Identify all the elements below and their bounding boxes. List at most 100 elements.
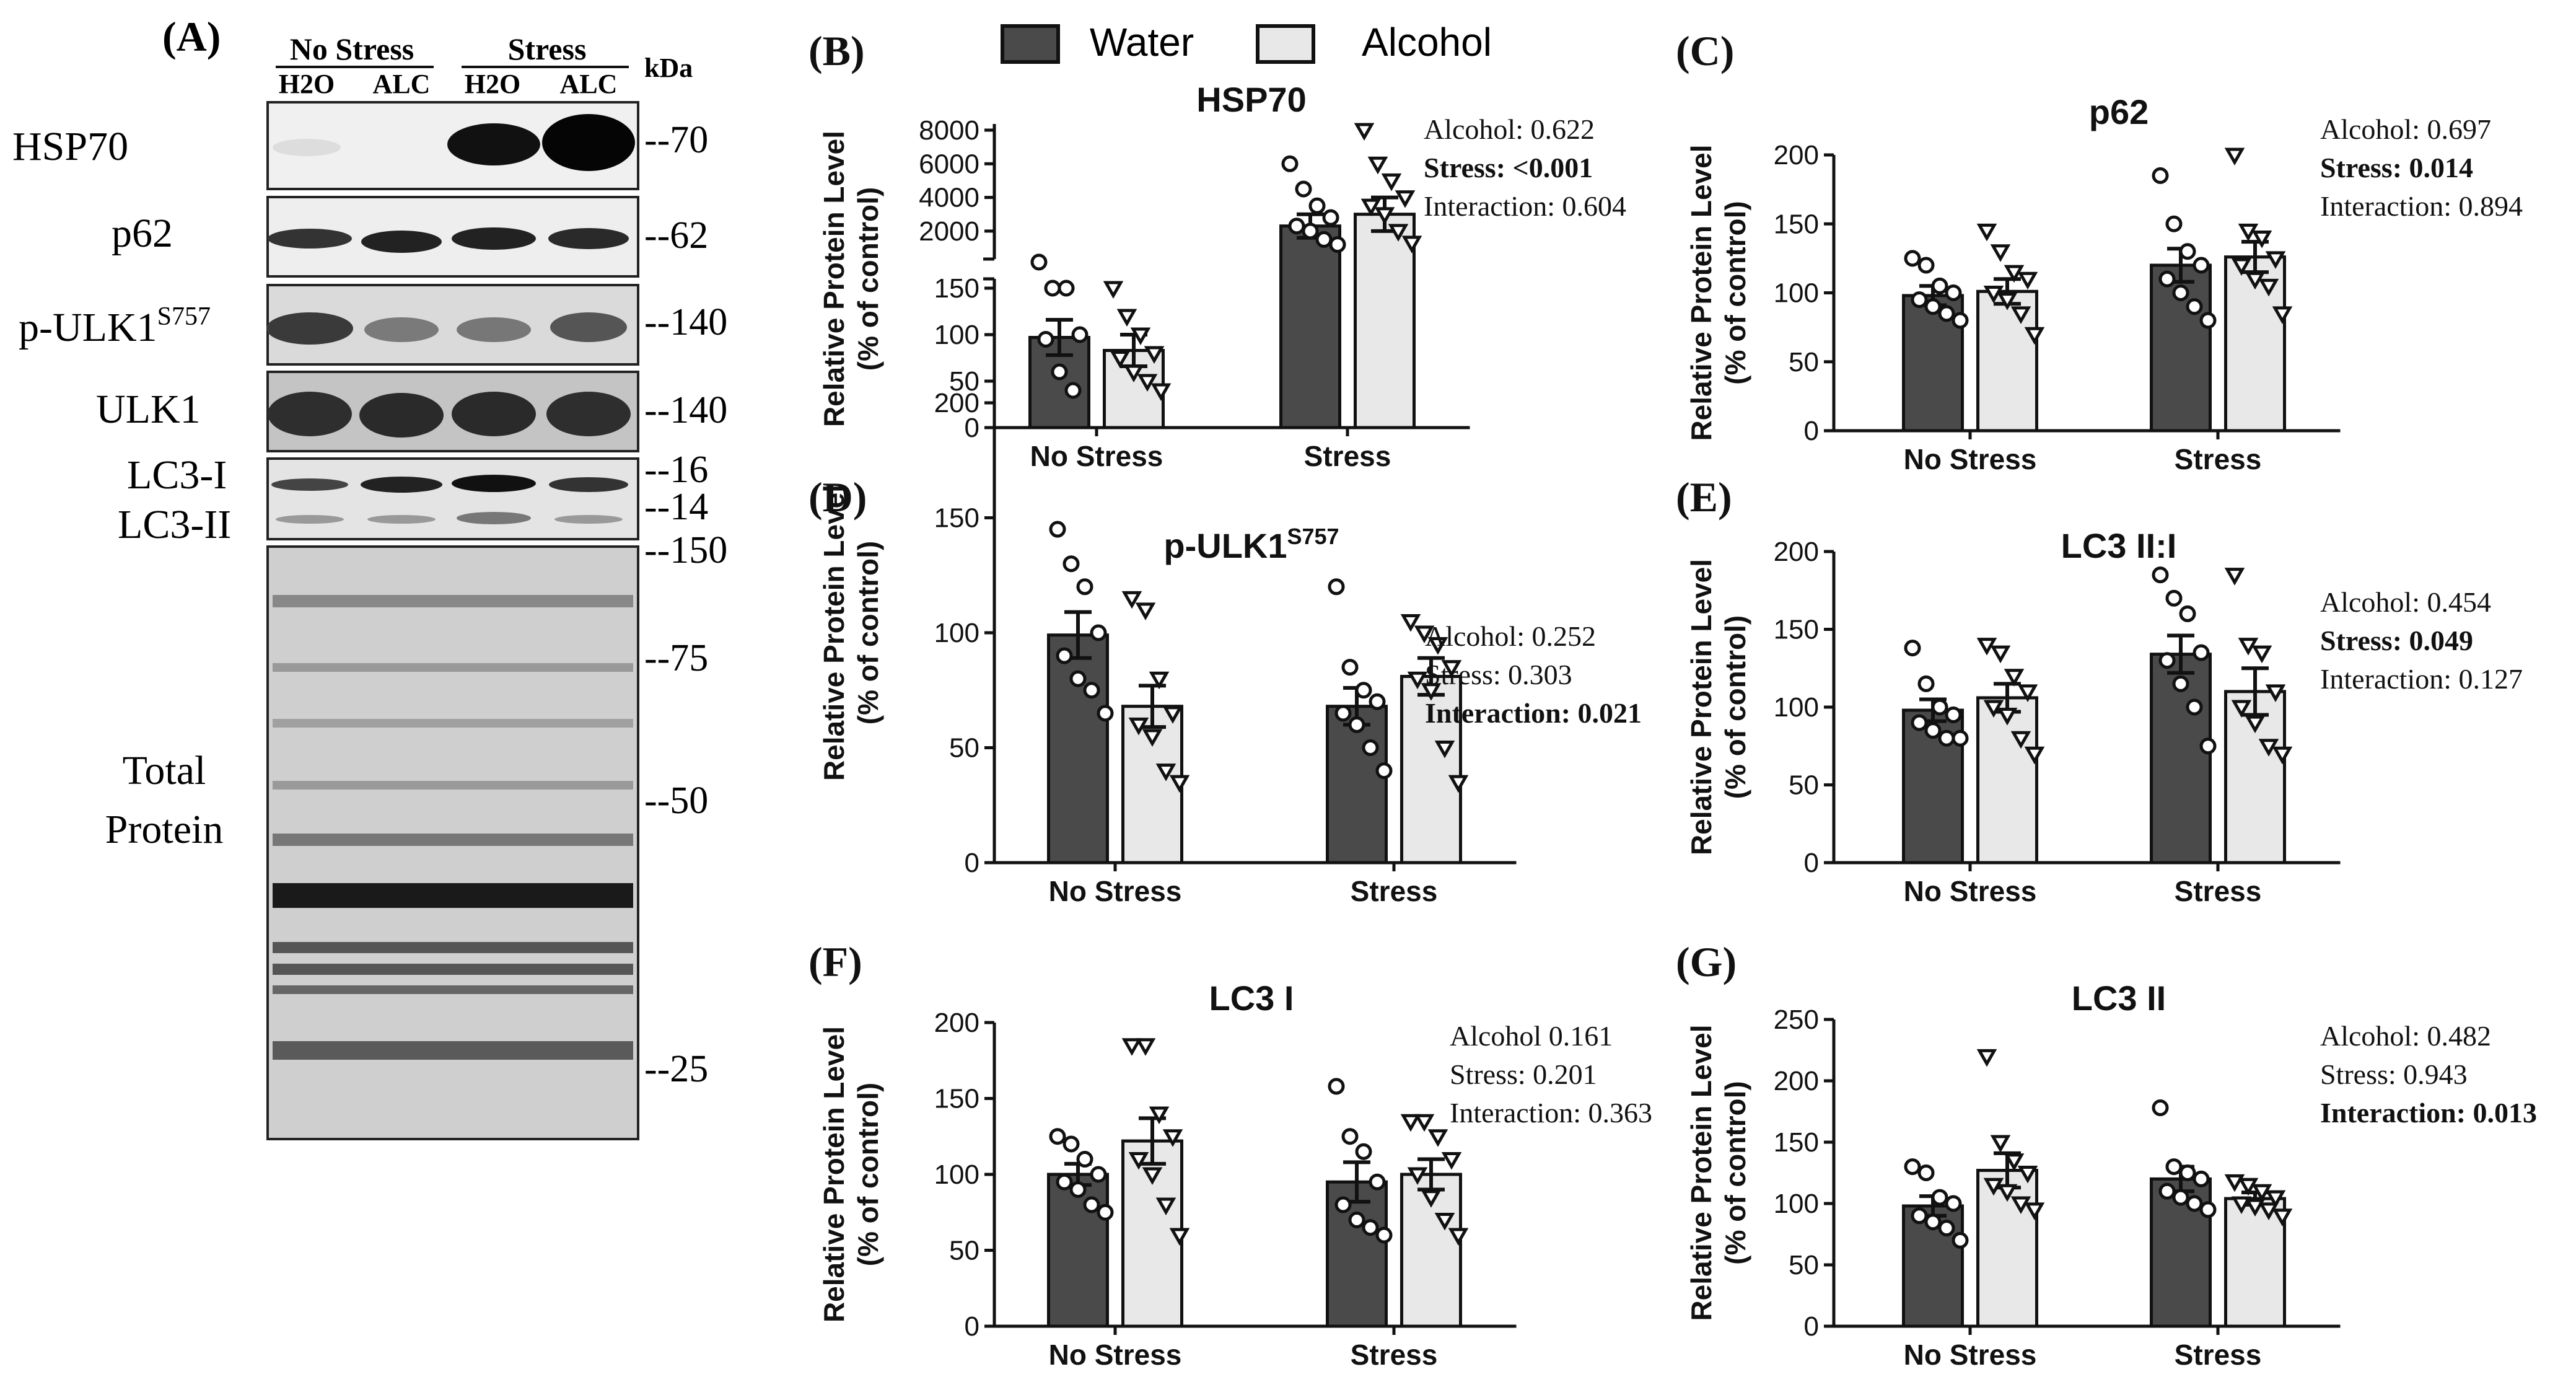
kda-marker: --75: [644, 637, 708, 679]
data-point-water: [1924, 722, 1942, 739]
bar-alcohol: [2224, 1197, 2286, 1328]
y-tick-label: 150: [1774, 1127, 1819, 1158]
data-point-alcohol: [1121, 591, 1142, 609]
data-point-water: [2172, 284, 2189, 301]
y-axis-label: (% of control): [1719, 201, 1751, 384]
y-tick-label: 8000: [919, 115, 979, 146]
blot-band: [359, 393, 444, 438]
data-point-water: [1362, 739, 1379, 756]
x-tick-label: No Stress: [1904, 875, 2037, 907]
data-point-water: [1362, 1219, 1379, 1236]
data-point-alcohol: [1401, 235, 1422, 253]
bar-alcohol: [1976, 289, 2038, 433]
data-point-water: [1030, 253, 1048, 271]
data-point-alcohol: [1135, 1038, 1156, 1056]
y-tick-label: 6000: [919, 149, 979, 179]
blot-row-label-pulk1: p-ULK1S757: [19, 302, 211, 350]
data-point-alcohol: [2224, 147, 2245, 166]
stats-line: Stress: 0.201: [1450, 1059, 1597, 1090]
data-point-alcohol: [1144, 346, 1165, 364]
blot-band: [273, 663, 633, 672]
blot-band: [273, 985, 633, 994]
y-axis-label: Relative Protein Level: [818, 131, 850, 427]
data-point-water: [1341, 659, 1359, 676]
data-point-water: [1097, 1204, 1114, 1221]
data-point-alcohol: [1990, 645, 2011, 664]
blot-band: [361, 477, 442, 493]
data-point-alcohol: [2010, 1196, 2031, 1215]
y-tick-label: 0: [965, 413, 979, 443]
stats-line: Alcohol: 0.252: [1425, 620, 1596, 652]
data-point-water: [1037, 331, 1054, 348]
y-tick-label: 200: [934, 1008, 979, 1038]
y-tick-label: 0: [965, 1311, 979, 1342]
data-point-water: [2179, 605, 2196, 622]
stats-line: Interaction: 0.021: [1425, 697, 1642, 729]
data-point-alcohol: [1414, 625, 1435, 644]
stats-line: Alcohol: 0.622: [1424, 113, 1595, 145]
data-point-alcohol: [1169, 775, 1190, 793]
y-tick-label: 100: [1774, 1189, 1819, 1219]
y-tick-label: 200: [934, 388, 979, 418]
legend-label-alcohol: Alcohol: [1362, 20, 1492, 64]
data-point-water: [1064, 382, 1082, 399]
data-point-water: [1375, 762, 1393, 780]
data-point-water: [2158, 652, 2176, 669]
data-point-water: [2172, 1189, 2189, 1206]
x-tick-label: Stress: [2175, 443, 2262, 475]
y-axis-label: (% of control): [852, 1083, 884, 1266]
blot-band: [447, 123, 540, 165]
chart-panel: (B) HSP70 Relative Protein Level (% of cont…: [808, 27, 1626, 472]
data-point-alcohol: [2024, 746, 2045, 765]
data-point-alcohol: [1427, 637, 1448, 655]
blot-band: [273, 781, 633, 790]
lane-label: ALC: [373, 69, 431, 99]
data-point-alcohol: [2238, 223, 2259, 242]
kda-marker: --16: [644, 449, 708, 491]
blot-band: [273, 719, 633, 728]
y-tick-label: 2000: [919, 216, 979, 247]
stats-line: Alcohol: 0.697: [2320, 113, 2491, 145]
data-point-alcohol: [2024, 327, 2045, 345]
data-point-water: [1315, 231, 1333, 248]
x-tick-label: Stress: [1351, 875, 1438, 907]
data-point-alcohol: [2017, 271, 2038, 290]
stats-line: Interaction: 0.013: [2320, 1097, 2537, 1129]
kda-marker: --62: [644, 214, 708, 257]
data-point-alcohol: [2231, 1196, 2252, 1215]
blot-row-label: Total: [123, 748, 206, 793]
data-point-water: [1288, 218, 1305, 235]
data-point-water: [1952, 729, 1969, 747]
kda-marker: --150: [644, 529, 727, 571]
data-point-alcohol: [2004, 669, 2025, 687]
data-point-alcohol: [1169, 1228, 1190, 1246]
chart-panel: (E) LC3 II:I Relative Protein Level (% of c…: [1676, 473, 2523, 907]
data-point-water: [1295, 180, 1312, 198]
x-tick-label: No Stress: [1049, 1339, 1182, 1371]
data-point-water: [1049, 521, 1066, 538]
stats-line: Interaction: 0.604: [1424, 190, 1626, 222]
data-point-water: [1090, 1166, 1107, 1183]
data-point-water: [1056, 1173, 1073, 1191]
blot-band: [268, 392, 352, 436]
blot-band: [546, 392, 631, 436]
panel-label: (D): [808, 473, 867, 521]
y-axis-label: Relative Protein Level: [1685, 559, 1717, 855]
x-tick-label: Stress: [1351, 1339, 1438, 1371]
blot-band: [548, 228, 629, 249]
data-point-water: [1924, 1213, 1942, 1231]
kda-marker: --70: [644, 119, 708, 161]
data-point-alcohol: [1149, 671, 1170, 690]
chart-panel: (C) p62 Relative Protein Level (% of contro…: [1676, 27, 2523, 475]
legend: Water Alcohol: [1001, 20, 1492, 64]
lane-label: H2O: [465, 69, 520, 99]
y-tick-label: 100: [1774, 278, 1819, 309]
blot-row-label: p62: [112, 211, 173, 256]
blot-row-label: p-ULK1: [19, 305, 157, 350]
y-tick-label: 150: [934, 1084, 979, 1114]
y-tick-label: 200: [1774, 140, 1819, 170]
stats-line: Stress: 0.049: [2320, 625, 2473, 656]
bar-water: [1047, 633, 1109, 865]
data-point-alcohol: [2245, 271, 2266, 290]
